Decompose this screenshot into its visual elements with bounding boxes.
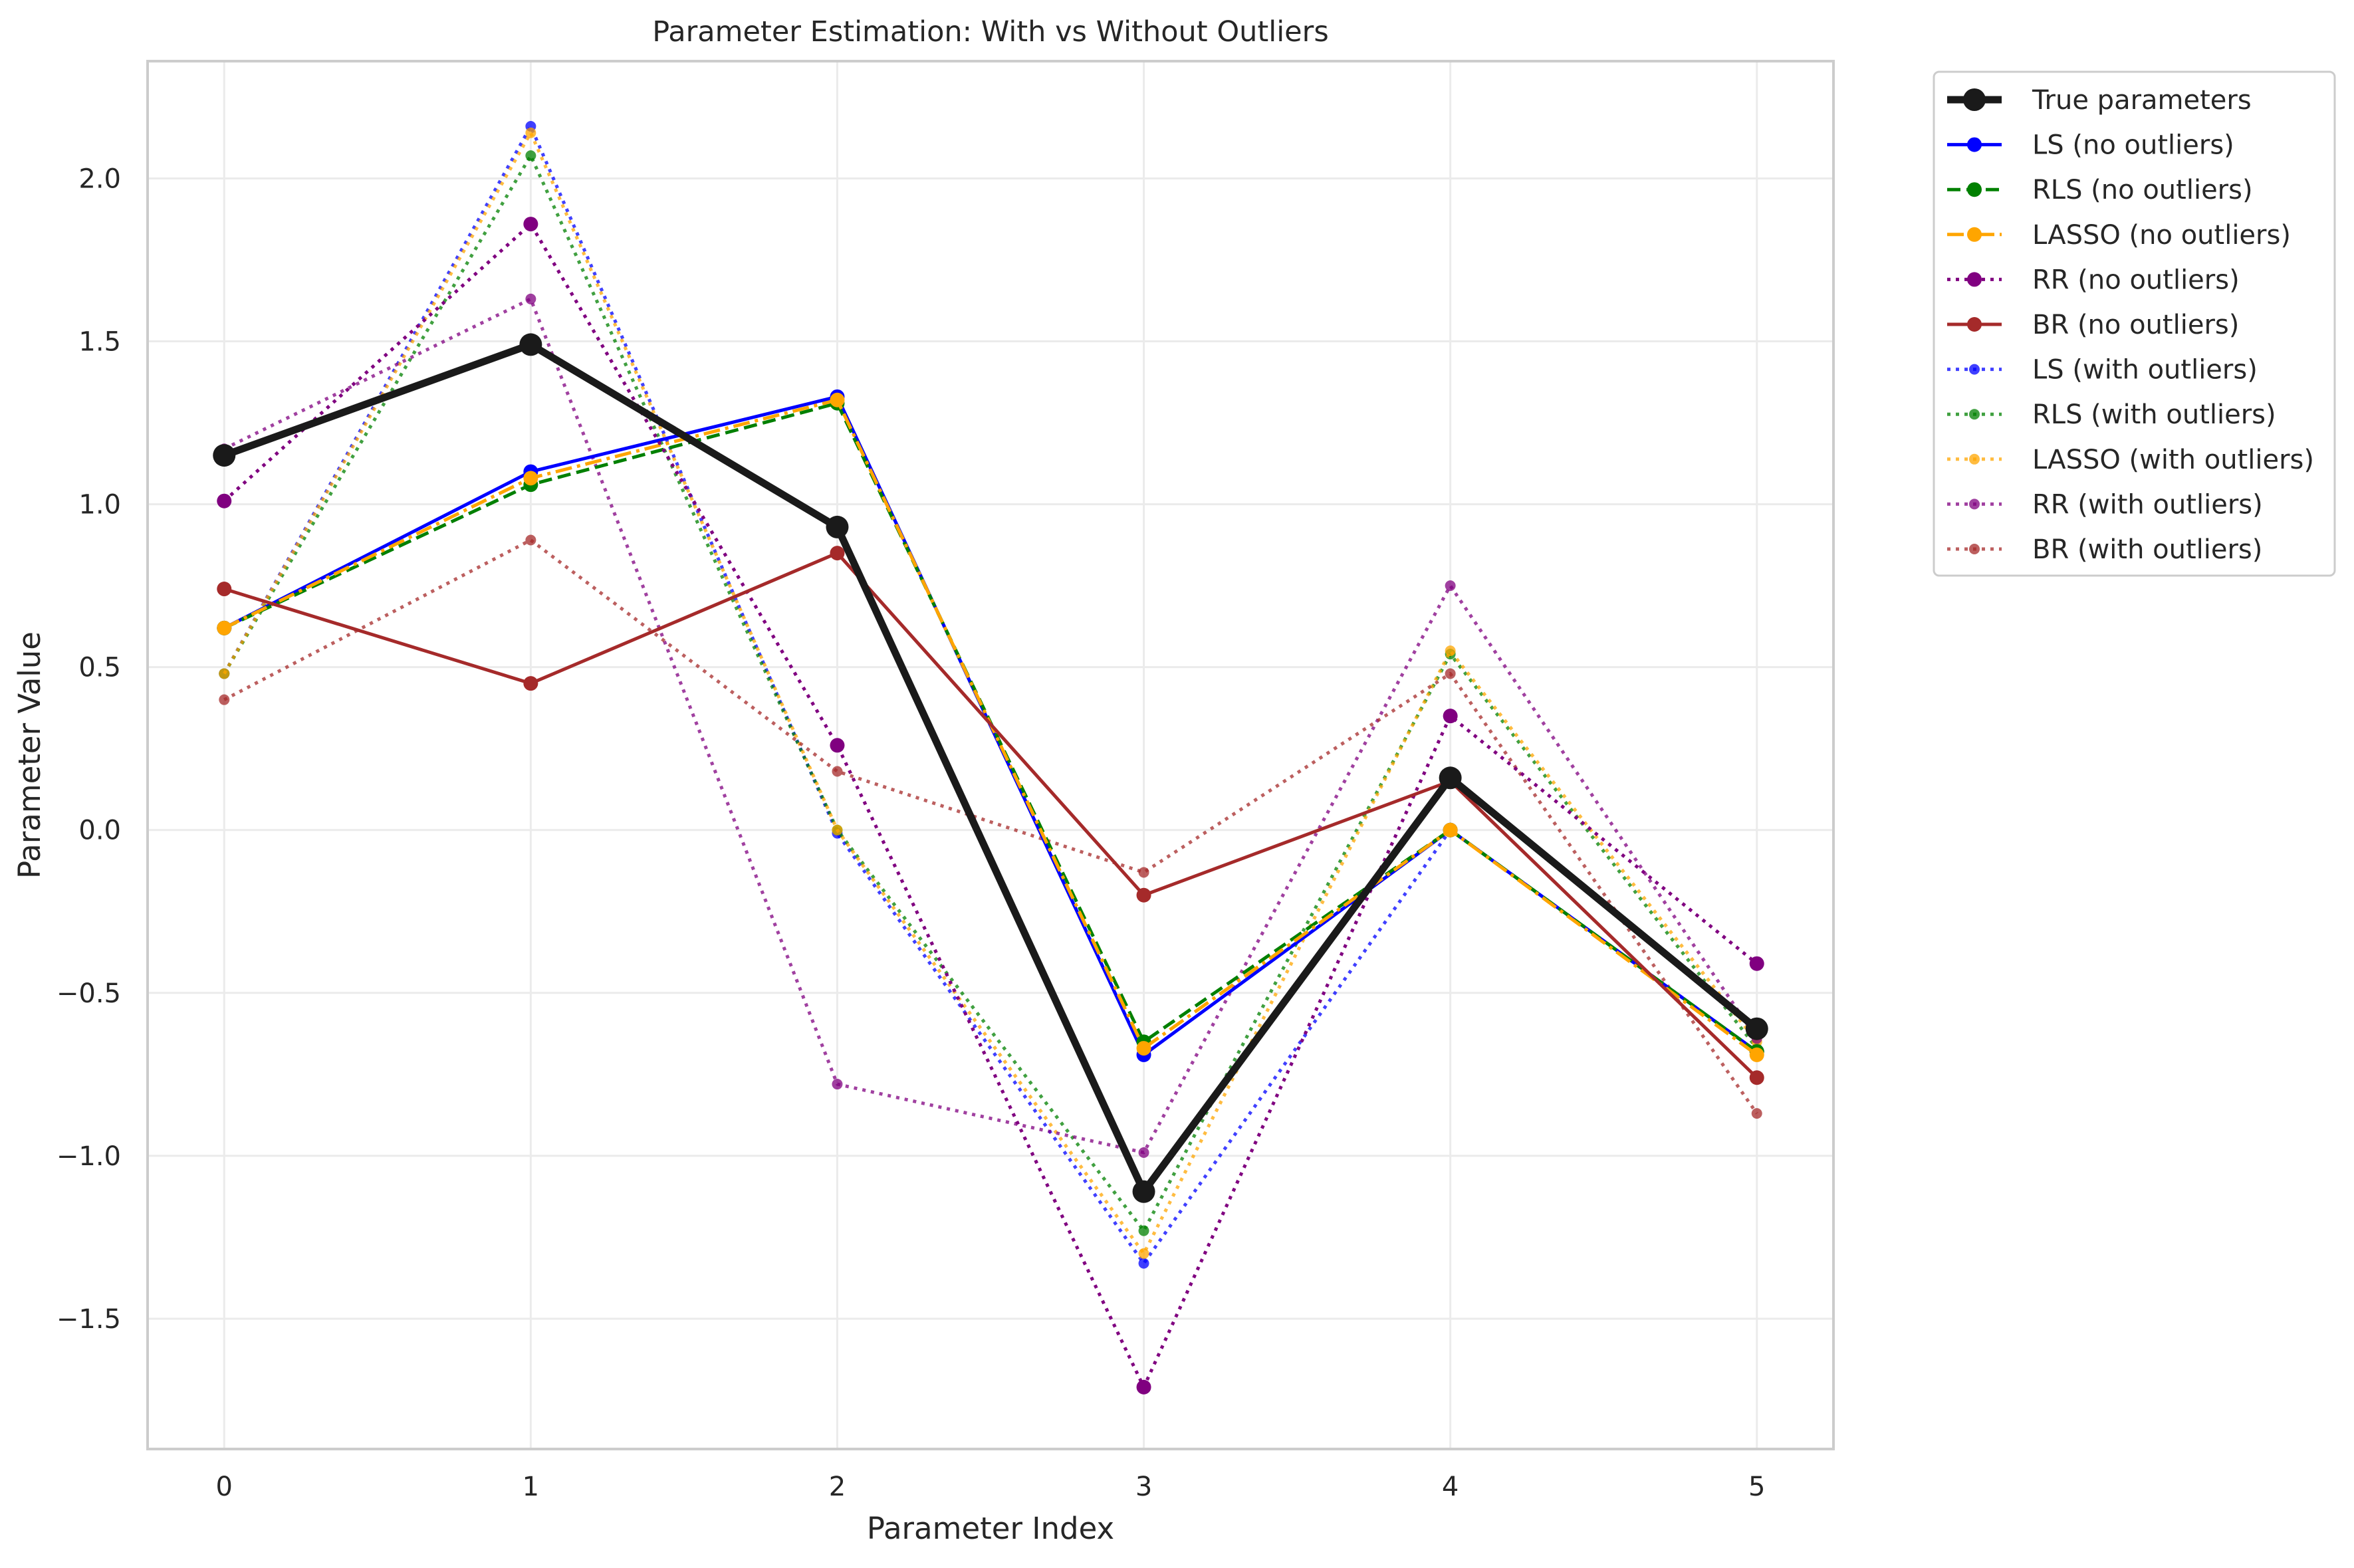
x-axis-label: Parameter Index (867, 1511, 1114, 1546)
legend-marker (1963, 88, 1986, 111)
series-line (223, 297, 1758, 1155)
data-point (1138, 1147, 1149, 1158)
legend-label: LASSO (no outliers) (2032, 220, 2291, 251)
data-point (1443, 822, 1458, 838)
data-point (826, 515, 849, 538)
data-point (1745, 1017, 1768, 1040)
data-point (525, 127, 536, 138)
data-point (523, 676, 538, 691)
data-point (217, 582, 232, 597)
data-point (219, 694, 230, 705)
series-line (223, 551, 1758, 1079)
y-tick-label: 0.5 (78, 653, 121, 683)
legend-label: LS (no outliers) (2032, 130, 2234, 161)
y-tick-label: −1.0 (57, 1141, 121, 1172)
legend-label: RR (with outliers) (2032, 489, 2263, 520)
data-point (219, 668, 230, 679)
y-axis-label: Parameter Value (12, 631, 47, 879)
series-line (223, 124, 1758, 1266)
data-point (523, 471, 538, 486)
data-point (1445, 580, 1456, 592)
series-line (223, 131, 1758, 1256)
y-tick-label: 2.0 (78, 164, 121, 194)
data-point (1751, 1108, 1762, 1119)
data-point (1132, 1180, 1155, 1203)
legend-label: LS (with outliers) (2032, 355, 2258, 386)
data-point (1136, 1379, 1151, 1395)
data-point (1136, 1041, 1151, 1056)
data-point (1136, 887, 1151, 903)
data-point (1138, 867, 1149, 878)
series-line (223, 340, 1760, 1196)
series-line (223, 154, 1758, 1233)
legend-label: RLS (no outliers) (2032, 175, 2253, 205)
legend: True parameters LS (no outliers) RLS (no o… (1933, 70, 2336, 577)
legend-marker (1969, 499, 1980, 510)
axis-ticks: 0 1 2 3 4 5 −1.5 −1.0 −0.5 0.0 0.5 1.0 1.5 2.0 (57, 164, 1766, 1502)
legend-marker (1967, 227, 1982, 242)
x-tick-label: 1 (523, 1472, 539, 1502)
data-point (1445, 645, 1456, 657)
data-point (1138, 1248, 1149, 1259)
chart-title: Parameter Estimation: With vs Without Ou… (652, 15, 1328, 49)
data-point (217, 493, 232, 508)
x-tick-label: 5 (1748, 1472, 1765, 1502)
legend-label: LASSO (with outliers) (2032, 445, 2314, 475)
data-point (217, 620, 232, 635)
y-tick-label: −0.5 (57, 978, 121, 1009)
x-tick-label: 0 (216, 1472, 233, 1502)
gridlines (148, 61, 1833, 1449)
legend-label: True parameters (2032, 85, 2252, 116)
legend-label: RR (no outliers) (2032, 265, 2240, 295)
legend-label: BR (no outliers) (2032, 310, 2239, 340)
series-lines (213, 121, 1768, 1395)
data-point (1749, 1047, 1764, 1062)
legend-box (1933, 70, 2336, 577)
data-point (832, 1079, 843, 1090)
data-point (830, 546, 845, 561)
legend-label: BR (with outliers) (2032, 534, 2262, 565)
y-tick-label: 0.0 (78, 816, 121, 846)
plot-area-frame (146, 60, 1835, 1450)
data-point (1138, 1258, 1149, 1269)
data-point (1749, 1070, 1764, 1085)
legend-marker (1969, 364, 1980, 375)
data-point (1443, 709, 1458, 724)
x-tick-label: 3 (1135, 1472, 1152, 1502)
legend-label: RLS (with outliers) (2032, 399, 2276, 430)
y-tick-label: −1.5 (57, 1304, 121, 1335)
data-point (832, 766, 843, 777)
legend-marker (1969, 453, 1980, 465)
x-tick-label: 4 (1442, 1472, 1459, 1502)
series-line (223, 222, 1758, 1389)
data-point (525, 293, 536, 304)
x-tick-label: 2 (829, 1472, 846, 1502)
data-point (830, 392, 845, 407)
legend-marker (1969, 544, 1980, 554)
data-point (525, 150, 536, 162)
legend-marker (1969, 409, 1980, 420)
data-point (1445, 668, 1456, 679)
data-point (523, 217, 538, 232)
legend-marker (1967, 137, 1982, 152)
y-tick-label: 1.0 (78, 490, 121, 520)
data-point (525, 534, 536, 546)
y-tick-label: 1.5 (78, 327, 121, 358)
data-point (832, 824, 843, 836)
data-point (1749, 956, 1764, 971)
legend-marker (1967, 272, 1982, 287)
data-point (1439, 766, 1462, 790)
legend-marker (1967, 182, 1982, 197)
data-point (519, 333, 542, 356)
series-line (223, 538, 1758, 1115)
data-point (213, 444, 236, 467)
data-point (830, 738, 845, 753)
legend-marker (1967, 317, 1982, 332)
data-point (1138, 1225, 1149, 1236)
